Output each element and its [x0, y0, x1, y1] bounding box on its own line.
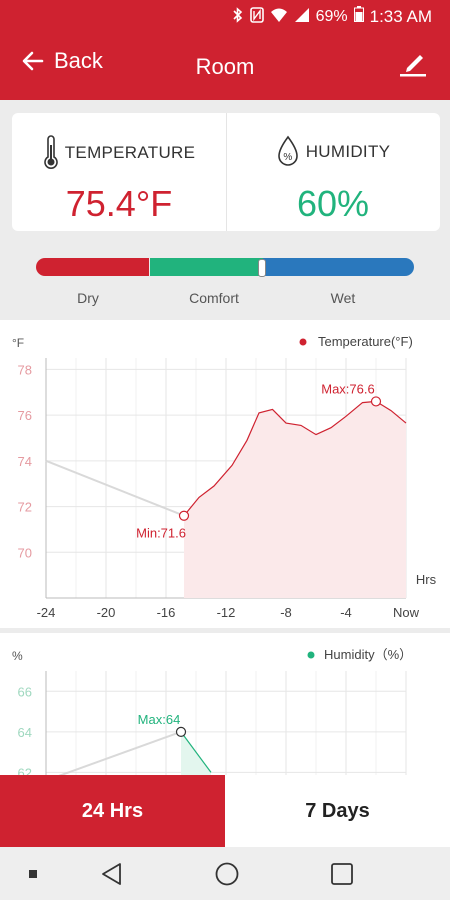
- battery-icon: [353, 6, 364, 27]
- comfort-segment-comfort: [150, 258, 263, 276]
- temperature-y-tick-0: 70: [18, 545, 32, 560]
- status-bar: 69% 1:33 AM: [0, 0, 450, 30]
- temperature-x-axis-label: Hrs: [416, 572, 437, 587]
- humidity-legend-marker: [307, 651, 315, 659]
- temperature-y-tick-4: 78: [18, 362, 32, 377]
- temperature-metric: TEMPERATURE 75.4°F: [12, 113, 226, 231]
- humidity-max-point: [175, 726, 187, 737]
- temperature-x-tick-4: -8: [280, 605, 292, 620]
- bluetooth-icon: [232, 7, 244, 26]
- humidity-value: 60%: [296, 183, 370, 224]
- thermometer-icon: [43, 135, 58, 169]
- clock: 1:33 AM: [369, 6, 432, 26]
- temperature-legend-marker: [299, 338, 307, 346]
- temperature-line: [183, 400, 407, 517]
- humidity-unit-label: %: [12, 649, 23, 663]
- temperature-min-label: Min:71.6: [136, 526, 186, 541]
- arrow-left-icon: [22, 51, 44, 71]
- temperature-chart: Min:71.6 Max:76.6 70 72 74 76 78 -24 -20 -16 -1…: [12, 334, 437, 620]
- comfort-segment-dry: [36, 258, 149, 276]
- temperature-x-tick-3: -12: [217, 605, 236, 620]
- wifi-icon: [270, 7, 288, 26]
- back-button[interactable]: Back: [22, 48, 103, 74]
- card-divider: [226, 113, 227, 231]
- humidity-gap-line: [58, 730, 182, 775]
- droplet-percent-icon: %: [277, 135, 298, 166]
- system-nav-bar: [0, 847, 450, 900]
- temperature-x-tick-6: Now: [393, 605, 420, 620]
- humidity-y-tick-0: 62: [18, 765, 32, 775]
- app-bar: Back Room: [0, 30, 450, 100]
- svg-text:%: %: [283, 152, 292, 163]
- temperature-area: [184, 401, 406, 598]
- edit-button[interactable]: [398, 48, 428, 83]
- signal-icon: [294, 7, 310, 26]
- temperature-label: TEMPERATURE: [64, 143, 196, 162]
- recents-square-icon[interactable]: [330, 862, 354, 886]
- temperature-legend-label: Temperature(°F): [318, 334, 413, 349]
- temperature-x-tick-1: -20: [97, 605, 116, 620]
- temperature-max-point: [370, 396, 382, 407]
- humidity-legend-label: Humidity（%）: [324, 647, 412, 662]
- dot-icon[interactable]: [28, 869, 38, 879]
- temperature-x-tick-0: -24: [37, 605, 56, 620]
- comfort-indicator: [258, 259, 266, 277]
- comfort-scale-bar: [36, 258, 414, 277]
- humidity-chart: Max:64 62 64 66 % Humidity（%）: [12, 647, 412, 775]
- temperature-y-tick-2: 74: [18, 454, 32, 469]
- page-title: Room: [195, 54, 255, 79]
- temperature-chart-panel: Min:71.6 Max:76.6 70 72 74 76 78 -24 -20 -16 -1…: [0, 320, 450, 628]
- comfort-label-wet: Wet: [330, 290, 356, 306]
- humidity-metric: % HUMIDITY 60%: [226, 113, 440, 231]
- comfort-label-comfort: Comfort: [189, 290, 239, 306]
- range-tabs: 24 Hrs 7 Days: [0, 775, 450, 847]
- comfort-segment-wet: [263, 258, 414, 276]
- pencil-icon: [400, 55, 426, 77]
- home-circle-icon[interactable]: [214, 861, 240, 887]
- humidity-max-label: Max:64: [138, 712, 181, 727]
- temperature-x-tick-5: -4: [340, 605, 352, 620]
- back-label: Back: [54, 48, 103, 73]
- humidity-y-tick-1: 64: [18, 725, 32, 740]
- humidity-chart-panel: Max:64 62 64 66 % Humidity（%）: [0, 633, 450, 775]
- humidity-y-tick-2: 66: [18, 684, 32, 699]
- nfc-icon: [249, 7, 264, 26]
- temperature-gap-line: [45, 459, 185, 517]
- temperature-value: 75.4°F: [65, 183, 173, 224]
- temperature-y-tick-1: 72: [18, 500, 32, 515]
- tab-24-hrs[interactable]: 24 Hrs: [0, 775, 225, 847]
- humidity-line: [180, 731, 212, 773]
- temperature-x-tick-2: -16: [157, 605, 176, 620]
- temperature-y-tick-3: 76: [18, 408, 32, 423]
- comfort-label-dry: Dry: [77, 290, 99, 306]
- tab-7-days[interactable]: 7 Days: [225, 775, 450, 847]
- battery-percent: 69%: [315, 7, 348, 25]
- back-triangle-icon[interactable]: [100, 862, 124, 886]
- temperature-max-label: Max:76.6: [321, 381, 374, 396]
- temperature-min-point: [178, 510, 190, 521]
- temperature-unit-label: °F: [12, 336, 24, 350]
- humidity-label: HUMIDITY: [305, 142, 391, 161]
- readings-card: TEMPERATURE 75.4°F % HUMIDITY 60%: [12, 113, 440, 231]
